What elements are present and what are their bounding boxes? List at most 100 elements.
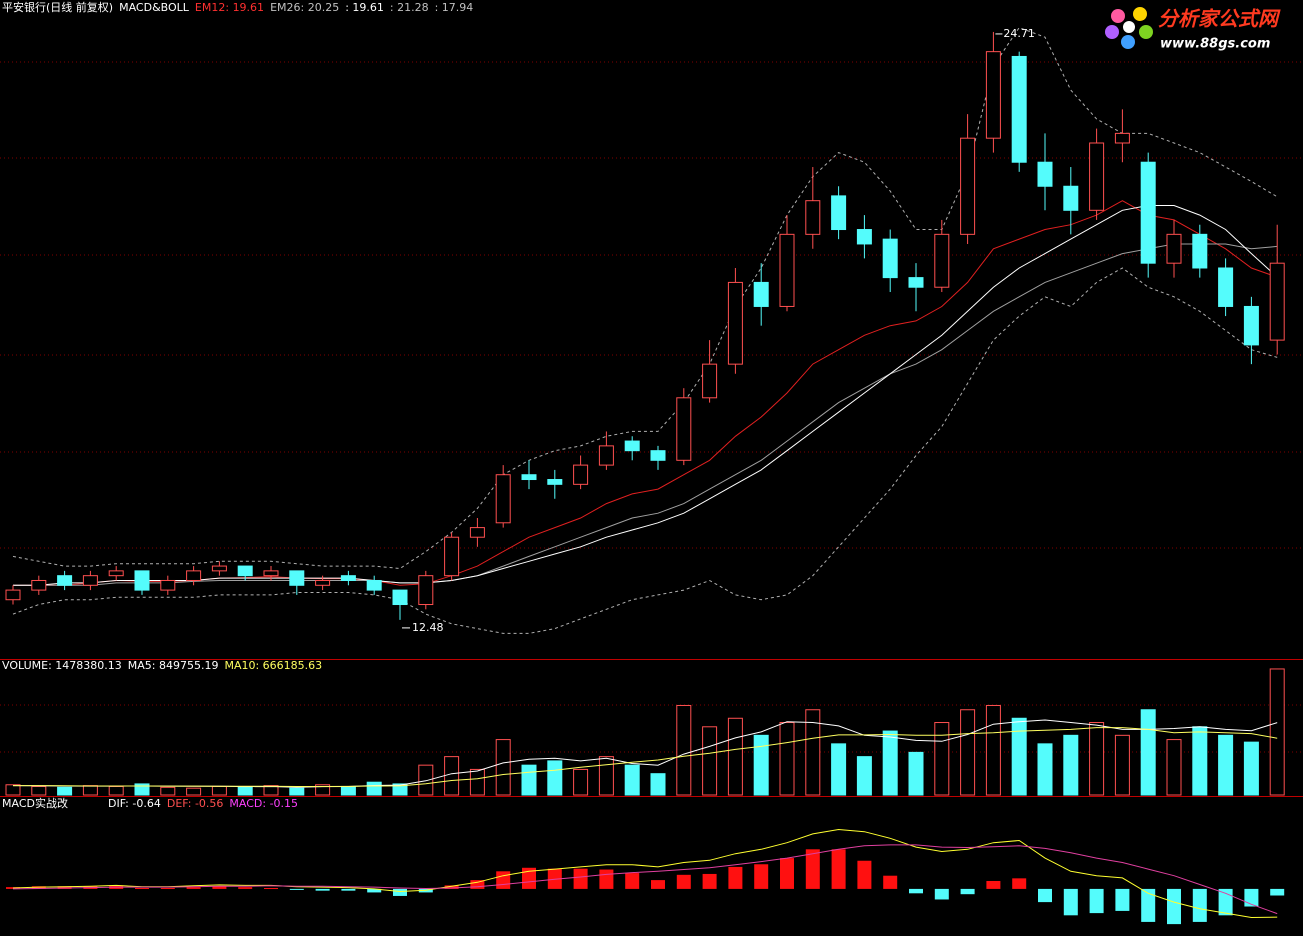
indicator-line — [12, 719, 1278, 788]
macd-bar — [702, 873, 717, 889]
candle-body — [727, 281, 743, 365]
header-label: MACD实战改 — [2, 796, 68, 810]
candle-body — [521, 474, 537, 481]
macd-bar — [341, 888, 356, 891]
header-label: EM12: 19.61 — [195, 1, 264, 14]
volume-bar — [547, 760, 563, 796]
volume-bar — [1089, 722, 1105, 796]
macd-bar — [444, 885, 459, 889]
volume-bar — [82, 785, 98, 796]
volume-bar — [469, 768, 485, 796]
header-label: : 19.61 — [345, 1, 384, 14]
volume-bar — [1140, 709, 1156, 796]
volume-bar — [418, 764, 434, 796]
volume-bar — [727, 717, 743, 796]
indicator-line — [13, 200, 1278, 586]
candle-body — [469, 527, 485, 538]
macd-bar — [754, 864, 769, 889]
candle-body — [108, 570, 124, 577]
volume-bar — [315, 784, 331, 796]
macd-bar — [289, 888, 304, 890]
macd-bar — [1218, 888, 1233, 916]
macd-bar — [805, 849, 820, 889]
macd-bar — [960, 888, 975, 895]
candle-body — [676, 397, 692, 461]
macd-bar — [831, 849, 846, 889]
low-label: 12.48 — [412, 621, 444, 634]
volume-bar — [495, 739, 511, 796]
volume-bar — [392, 783, 408, 796]
candle-body — [805, 200, 821, 235]
candle-body — [444, 536, 460, 577]
volume-bar — [753, 734, 769, 796]
macd-bar — [728, 866, 743, 889]
candle-body — [237, 565, 253, 577]
candle-body — [289, 570, 305, 586]
price-grid — [0, 61, 1303, 753]
candle-body — [5, 589, 21, 601]
candle-body — [831, 195, 847, 231]
volume-bar — [779, 722, 795, 796]
candle-body — [495, 474, 511, 524]
volume-bar — [1037, 743, 1053, 796]
candle-body — [160, 579, 176, 591]
volume-bar — [1269, 668, 1285, 796]
header-label: VOLUME: 1478380.13 — [2, 659, 122, 672]
candle-body — [57, 575, 73, 586]
high-label: 24.71 — [1003, 27, 1035, 40]
candle-body — [1063, 185, 1079, 211]
macd-bar — [496, 871, 511, 889]
volume-bar — [57, 786, 73, 796]
candle-body — [418, 575, 434, 606]
candle-body — [1218, 267, 1234, 307]
logo-petal — [1111, 9, 1125, 23]
candle-body — [573, 464, 589, 485]
macd-bar — [1244, 888, 1259, 907]
macd-bar — [470, 880, 485, 889]
volume-bar — [573, 768, 589, 796]
candle-body — [366, 579, 382, 591]
volume-bar — [934, 722, 950, 796]
indicator-line — [13, 205, 1278, 586]
macd-bar — [6, 887, 20, 889]
macd-bar — [573, 868, 588, 889]
macd-bar — [393, 888, 407, 896]
candle-body — [882, 238, 898, 279]
volume-bar — [289, 787, 305, 796]
candle-body — [753, 281, 769, 307]
macd-bar — [1115, 888, 1130, 911]
volume-bar — [702, 726, 718, 796]
logo-petal — [1105, 25, 1119, 39]
macd-bar — [625, 873, 640, 889]
macd-bar — [857, 860, 872, 889]
candle-body — [624, 440, 640, 452]
header-label: : 17.94 — [435, 1, 474, 14]
candle-body — [392, 589, 408, 606]
header-label: 平安银行(日线 前复权) — [2, 0, 113, 14]
macd-bar — [1063, 888, 1078, 916]
volume-bar — [960, 709, 976, 796]
candle-body — [779, 233, 795, 307]
candle-body — [315, 579, 331, 586]
candle-body — [134, 570, 150, 591]
candle-body — [960, 137, 976, 235]
volume-bar — [444, 756, 460, 796]
macd-bar — [1167, 888, 1181, 925]
indicator-line — [12, 267, 1278, 634]
candle-body — [340, 575, 356, 581]
volume-bar — [1114, 734, 1130, 796]
candle-body — [1011, 55, 1027, 163]
volume-bar — [831, 743, 847, 796]
header-label: MA5: 849755.19 — [128, 659, 219, 672]
volume-bar — [1218, 734, 1234, 796]
indicator-line — [12, 828, 1278, 919]
header-label: DIF: -0.64 — [108, 797, 161, 810]
macd-bar — [909, 888, 923, 894]
candle-body — [702, 363, 718, 399]
candle-body — [1089, 142, 1105, 211]
macd-bar — [1192, 888, 1207, 922]
macd-bar — [186, 887, 201, 889]
macd-bar — [1270, 888, 1285, 896]
volume-bar — [211, 785, 227, 796]
